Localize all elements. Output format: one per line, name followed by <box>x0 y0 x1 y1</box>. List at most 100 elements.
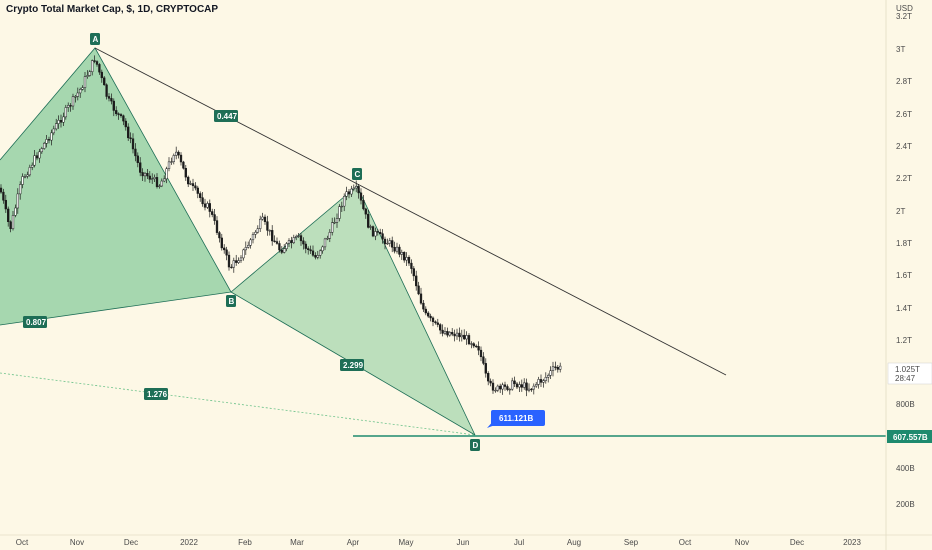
xabcd-wedge-left <box>0 48 231 325</box>
candle-body <box>38 151 41 159</box>
candle-body <box>383 238 387 245</box>
candle-body <box>511 380 514 390</box>
candle-body <box>196 187 199 194</box>
candle-body <box>45 139 48 144</box>
candle-body <box>33 155 36 166</box>
candle-body <box>419 293 423 304</box>
candle-body <box>508 388 511 391</box>
candle-body <box>225 249 228 256</box>
candle-body <box>417 285 420 295</box>
candle-body <box>537 379 540 385</box>
candle-body <box>477 346 480 351</box>
candle-body <box>83 76 87 88</box>
candle-body <box>434 321 437 324</box>
candle-body <box>427 312 430 317</box>
candle-body <box>549 370 552 376</box>
candle-body <box>496 385 499 391</box>
y-tick-label: 400B <box>896 464 915 473</box>
x-tick-label: 2023 <box>843 538 861 547</box>
candle-body <box>220 237 223 249</box>
svg-text:1.276: 1.276 <box>147 390 168 399</box>
svg-text:C: C <box>355 170 361 179</box>
xabcd-wedge-right <box>231 186 475 435</box>
candle-body <box>146 173 149 177</box>
candle-body <box>47 139 51 141</box>
y-tick-label: 2.6T <box>896 110 912 119</box>
candle-body <box>155 177 159 187</box>
candle-body <box>388 240 391 244</box>
candle-body <box>88 71 91 76</box>
candle-body <box>59 120 63 123</box>
candle-body <box>525 382 528 391</box>
candle-body <box>403 252 406 261</box>
point-label-b: B <box>226 295 236 307</box>
candle-body <box>335 218 339 223</box>
candle-body <box>199 193 202 198</box>
candle-body <box>371 226 375 237</box>
candle-body <box>484 363 487 374</box>
candle-body <box>467 335 471 345</box>
candle-body <box>11 215 15 230</box>
candle-body <box>503 384 507 387</box>
y-tick-label: 3.2T <box>896 12 912 21</box>
candle-body <box>359 192 363 201</box>
y-tick-label: 2T <box>896 207 905 216</box>
candle-body <box>223 247 226 251</box>
candle-body <box>107 96 111 99</box>
candle-body <box>148 175 151 180</box>
candle-body <box>167 161 171 169</box>
y-tick-label: 200B <box>896 500 915 509</box>
candle-body <box>501 384 504 390</box>
candle-body <box>0 187 3 193</box>
candle-body <box>266 221 269 231</box>
candle-body <box>163 178 166 182</box>
candle-body <box>535 384 538 387</box>
candle-body <box>379 232 382 234</box>
candle-body <box>547 375 550 378</box>
candle-body <box>239 257 243 261</box>
candle-body <box>211 211 214 215</box>
candle-body <box>381 233 384 240</box>
candle-body <box>191 183 195 187</box>
candle-body <box>328 232 331 239</box>
candle-body <box>254 231 257 235</box>
svg-text:0.447: 0.447 <box>217 112 238 121</box>
candle-body <box>487 373 490 382</box>
y-tick-label: 2.2T <box>896 174 912 183</box>
candle-body <box>69 105 72 107</box>
candle-body <box>93 60 96 62</box>
candle-body <box>460 334 463 338</box>
x-tick-label: Apr <box>347 538 360 547</box>
candle-body <box>251 234 255 241</box>
candle-body <box>14 207 17 216</box>
candle-body <box>26 174 29 177</box>
candle-body <box>201 197 204 205</box>
candle-body <box>103 77 106 86</box>
candle-body <box>278 243 281 251</box>
candle-body <box>127 126 130 139</box>
candle-body <box>412 268 415 277</box>
x-tick-label: Nov <box>735 538 749 547</box>
candle-body <box>244 247 247 251</box>
candle-body <box>261 216 264 220</box>
candle-body <box>175 151 178 156</box>
candle-body <box>208 203 211 212</box>
y-tick-label: 2.4T <box>896 142 912 151</box>
candle-body <box>338 206 341 219</box>
candle-body <box>479 349 483 358</box>
last-price-tag: 1.025T 28:47 <box>887 362 932 385</box>
candle-body <box>247 245 250 248</box>
candle-body <box>292 237 295 243</box>
candle-body <box>110 98 113 102</box>
candle-body <box>43 143 46 149</box>
candle-body <box>136 155 139 163</box>
time-axis[interactable]: Oct Nov Dec 2022 Feb Mar Apr May Jun Jul Aug Sep Oct… <box>16 538 862 547</box>
price-axis-panel <box>886 0 932 550</box>
price-axis[interactable]: 200B 400B 800B 1.2T 1.4T 1.6T 1.8T 2T 2.2T 2.4T 2.… <box>896 12 915 509</box>
candle-body <box>249 239 252 246</box>
candle-body <box>230 266 233 269</box>
candle-body <box>333 222 336 224</box>
candle-body <box>218 232 221 239</box>
candle-body <box>158 185 161 188</box>
